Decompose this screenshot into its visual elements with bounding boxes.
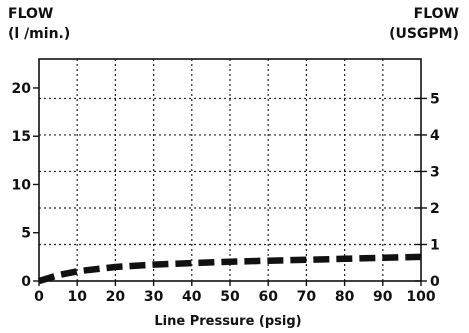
x-tick-label: 70 <box>297 289 317 305</box>
x-tick-label: 60 <box>258 289 278 305</box>
x-tick-label: 80 <box>335 289 355 305</box>
y-left-tick-label: 10 <box>12 177 32 193</box>
y-right-tick-label: 4 <box>430 128 440 144</box>
x-tick-label: 50 <box>220 289 240 305</box>
x-tick-label: 30 <box>144 289 164 305</box>
left-axis-title-line2: (l /min.) <box>8 26 70 42</box>
y-left-tick-label: 20 <box>12 81 32 97</box>
left-axis-title-line1: FLOW <box>8 6 53 22</box>
right-axis-title-line1: FLOW <box>414 6 459 22</box>
y-right-tick-label: 0 <box>430 274 440 290</box>
x-axis-title: Line Pressure (psig) <box>154 314 301 329</box>
y-right-tick-label: 2 <box>430 201 440 217</box>
y-right-tick-label: 1 <box>430 237 440 253</box>
y-right-tick-label: 5 <box>430 91 440 107</box>
x-tick-label: 40 <box>182 289 202 305</box>
x-tick-label: 90 <box>373 289 393 305</box>
x-tick-label: 20 <box>106 289 126 305</box>
x-tick-label: 10 <box>67 289 87 305</box>
x-tick-label: 100 <box>406 289 435 305</box>
y-left-tick-label: 5 <box>21 226 31 242</box>
y-right-tick-label: 3 <box>430 164 440 180</box>
y-left-tick-label: 0 <box>21 274 31 290</box>
x-tick-label: 0 <box>34 289 44 305</box>
right-axis-title-line2: (USGPM) <box>389 26 459 42</box>
series-line <box>38 253 422 285</box>
y-left-tick-label: 15 <box>12 129 31 145</box>
